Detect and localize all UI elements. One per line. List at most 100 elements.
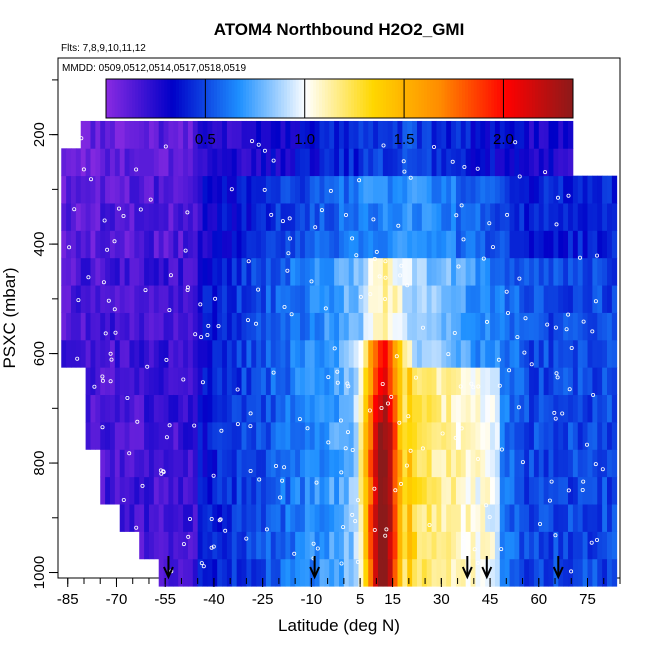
heatmap-cell xyxy=(421,257,428,286)
heatmap-cell xyxy=(178,230,184,259)
heatmap-cell xyxy=(300,175,306,204)
heatmap-cell xyxy=(261,203,267,231)
heatmap-cell xyxy=(543,148,549,177)
heatmap-cell xyxy=(402,120,408,149)
heatmap-cell xyxy=(441,285,447,313)
heatmap-cell xyxy=(187,285,194,313)
colorbar-swatch xyxy=(108,79,113,118)
data-marker xyxy=(89,177,94,182)
heatmap-cell xyxy=(329,394,335,423)
heatmap-cell xyxy=(178,394,184,423)
heatmap-cell xyxy=(231,285,238,313)
heatmap-cell xyxy=(382,148,389,177)
heatmap-cell xyxy=(397,203,403,231)
heatmap-cell xyxy=(377,422,384,450)
heatmap-cell xyxy=(426,257,432,286)
heatmap-cell xyxy=(329,120,335,149)
data-marker xyxy=(517,276,522,281)
data-marker xyxy=(354,253,359,258)
heatmap-cell xyxy=(144,148,150,177)
heatmap-cell xyxy=(158,148,164,177)
heatmap-cell xyxy=(436,120,442,149)
heatmap-cell xyxy=(144,394,150,423)
colorbar-swatch xyxy=(278,79,282,118)
heatmap-cell xyxy=(441,120,447,149)
heatmap-cell xyxy=(114,449,121,478)
data-marker xyxy=(554,222,559,227)
heatmap-cell xyxy=(329,312,335,341)
heatmap-cell xyxy=(168,449,174,478)
heatmap-cell xyxy=(563,257,569,286)
data-marker xyxy=(338,418,343,423)
heatmap-cell xyxy=(109,285,116,313)
heatmap-cell xyxy=(392,367,398,396)
heatmap-cell xyxy=(105,367,111,396)
heatmap-cell xyxy=(339,422,345,450)
heatmap-cell xyxy=(124,257,130,286)
heatmap-cell xyxy=(75,257,82,286)
heatmap-cell xyxy=(392,476,398,505)
heatmap-cell xyxy=(568,504,574,532)
heatmap-cell xyxy=(377,148,384,177)
heatmap-cell xyxy=(251,449,257,478)
heatmap-cell xyxy=(529,175,535,204)
data-marker xyxy=(67,245,72,250)
heatmap-cell xyxy=(563,230,569,259)
heatmap-cell xyxy=(129,449,135,478)
heatmap-cell xyxy=(109,203,116,231)
heatmap-cell xyxy=(607,422,613,450)
heatmap-cell xyxy=(192,367,199,396)
heatmap-cell xyxy=(329,148,335,177)
heatmap-cell xyxy=(524,257,530,286)
heatmap-cell xyxy=(275,504,281,532)
heatmap-cell xyxy=(280,175,286,204)
data-marker xyxy=(408,448,413,453)
heatmap-cell xyxy=(202,148,208,177)
heatmap-cell xyxy=(265,558,272,587)
data-marker xyxy=(211,473,216,478)
data-marker xyxy=(581,319,586,324)
heatmap-cell xyxy=(75,175,82,204)
heatmap-cell xyxy=(543,120,549,149)
data-marker xyxy=(187,517,192,522)
heatmap-cell xyxy=(582,394,588,423)
x-axis-label: Latitude (deg N) xyxy=(278,616,400,635)
heatmap-cell xyxy=(558,120,564,149)
heatmap-cell xyxy=(387,285,393,313)
heatmap-cell xyxy=(363,449,369,478)
heatmap-cell xyxy=(329,285,335,313)
heatmap-cell xyxy=(265,339,272,368)
colorbar-swatch xyxy=(429,79,434,118)
heatmap-cell xyxy=(572,394,579,423)
heatmap-cell xyxy=(314,504,320,532)
heatmap-cell xyxy=(129,422,135,450)
heatmap-cell xyxy=(504,148,510,177)
heatmap-cell xyxy=(407,120,413,149)
heatmap-cell xyxy=(129,285,135,313)
heatmap-cell xyxy=(168,203,174,231)
heatmap-cell xyxy=(178,367,184,396)
heatmap-cell xyxy=(163,531,169,560)
heatmap-cell xyxy=(329,230,335,259)
heatmap-cell xyxy=(368,148,374,177)
data-marker xyxy=(341,525,346,530)
data-marker xyxy=(127,451,132,456)
heatmap-cell xyxy=(514,339,520,368)
heatmap-cell xyxy=(119,148,125,177)
heatmap-cell xyxy=(212,175,218,204)
colorbar-swatch xyxy=(488,79,492,118)
colorbar-swatch xyxy=(409,79,413,118)
colorbar-swatch xyxy=(500,79,504,118)
heatmap-cell xyxy=(485,367,491,396)
heatmap-cell xyxy=(543,312,549,341)
data-marker xyxy=(353,519,358,524)
heatmap-cell xyxy=(480,230,486,259)
heatmap-cell xyxy=(251,230,257,259)
heatmap-cell xyxy=(80,339,87,368)
x-tick-label: 5 xyxy=(356,591,364,608)
heatmap-cell xyxy=(236,394,242,423)
heatmap-cell xyxy=(295,449,301,478)
heatmap-cell xyxy=(256,312,262,341)
heatmap-cell xyxy=(533,367,540,396)
x-tick-label: -10 xyxy=(301,591,323,608)
